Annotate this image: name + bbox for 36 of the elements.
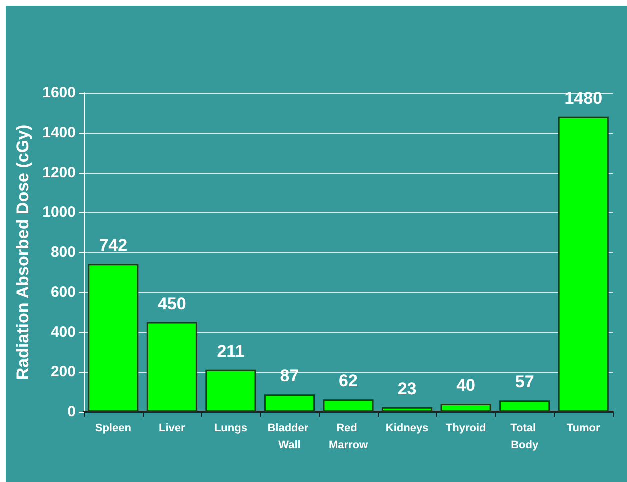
bar [146, 322, 198, 412]
x-tick-label: Lungs [214, 422, 248, 434]
y-tick-label: 800 [50, 244, 76, 261]
x-tick-label: Thyroid [446, 422, 486, 434]
y-tick-label: 600 [50, 284, 76, 301]
bar [323, 400, 374, 412]
data-label: 62 [339, 372, 358, 391]
data-label: 211 [217, 342, 245, 361]
bar [382, 407, 433, 412]
y-tick-label: 1600 [42, 84, 76, 102]
bar [206, 370, 256, 412]
data-label: 1480 [564, 88, 603, 108]
data-label: 23 [398, 379, 417, 398]
bar [88, 264, 139, 412]
y-tick-label: 1000 [42, 204, 76, 222]
y-tick-label: 400 [50, 324, 76, 341]
y-tick-label: 200 [50, 364, 76, 381]
data-label: 742 [99, 236, 128, 256]
bar [440, 404, 492, 412]
bar [264, 394, 315, 412]
x-tick-label: Bladder Wall [268, 422, 312, 452]
bar [558, 116, 609, 412]
x-tick-label: Spleen [95, 422, 132, 434]
data-label: 57 [515, 372, 534, 392]
y-axis-title: Radiation Absorbed Dose (cGy) [14, 124, 33, 380]
x-tick-label: Liver [159, 422, 186, 434]
x-tick-label: Red Marrow [328, 422, 368, 452]
x-tick-label: Kidneys [386, 422, 429, 434]
data-label: 450 [158, 294, 186, 314]
x-tick-label: Tumor [566, 422, 602, 434]
y-tick-label: 0 [68, 404, 76, 420]
data-label: 40 [456, 376, 476, 396]
x-tick-label: Total Body [510, 422, 540, 452]
bar [500, 400, 550, 412]
y-tick-label: 1200 [42, 164, 76, 182]
y-tick-label: 1400 [42, 124, 76, 142]
